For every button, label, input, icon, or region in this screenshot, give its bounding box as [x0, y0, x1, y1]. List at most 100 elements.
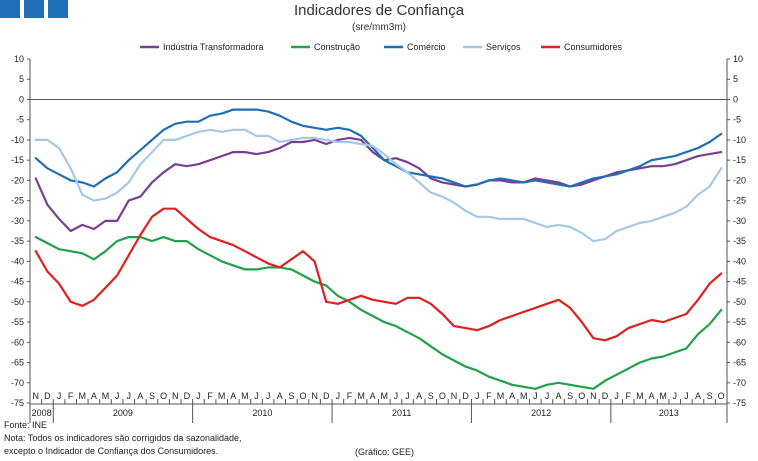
data-point-servicos	[92, 199, 95, 202]
data-point-consumidores	[673, 317, 676, 319]
data-point-construcao	[720, 309, 723, 311]
y-tick-label-left: 10	[14, 54, 24, 64]
data-point-construcao	[92, 258, 95, 261]
x-tick-label: D	[602, 391, 609, 401]
data-point-construcao	[81, 252, 84, 255]
data-point-servicos	[116, 191, 119, 194]
data-point-construcao	[441, 353, 444, 356]
data-point-comercio	[313, 126, 316, 129]
x-tick-label: A	[277, 391, 283, 401]
data-point-comercio	[720, 132, 723, 135]
data-point-servicos	[185, 134, 188, 137]
y-tick-label-right: -45	[733, 277, 746, 287]
data-point-consumidores	[69, 300, 72, 303]
y-tick-label-right: -65	[733, 358, 746, 368]
data-point-comercio	[69, 179, 72, 182]
x-tick-label: D	[44, 391, 51, 401]
data-point-construcao	[499, 379, 502, 382]
x-tick-label: F	[68, 391, 74, 401]
data-point-consumidores	[627, 327, 630, 330]
data-point-consumidores	[685, 313, 688, 315]
series-line-construcao	[34, 236, 723, 390]
data-point-construcao	[546, 383, 548, 386]
x-tick-label: J	[196, 391, 201, 401]
data-point-construcao	[174, 240, 177, 243]
data-point-comercio	[116, 171, 119, 174]
data-point-consumidores	[92, 298, 95, 301]
data-point-industria-transformadora	[302, 141, 304, 143]
data-point-industria-transformadora	[499, 179, 502, 182]
data-point-comercio	[522, 181, 525, 184]
data-point-consumidores	[302, 250, 304, 253]
data-point-industria-transformadora	[708, 153, 711, 156]
data-point-comercio	[685, 151, 688, 153]
data-point-comercio	[638, 165, 641, 168]
data-point-industria-transformadora	[290, 141, 293, 143]
x-tick-label: S	[707, 391, 713, 401]
x-tick-label: F	[347, 391, 353, 401]
data-point-comercio	[604, 175, 606, 178]
data-point-industria-transformadora	[697, 155, 699, 158]
data-point-comercio	[673, 155, 676, 158]
data-point-comercio	[534, 179, 537, 182]
data-point-servicos	[383, 153, 386, 156]
data-point-industria-transformadora	[615, 171, 618, 174]
x-tick-label: J	[545, 391, 550, 401]
data-point-consumidores	[336, 302, 339, 305]
data-point-servicos	[418, 181, 421, 184]
data-point-comercio	[487, 179, 490, 182]
x-tick-label: A	[648, 391, 654, 401]
x-tick-label: N	[172, 391, 179, 401]
x-tick-label: F	[626, 391, 632, 401]
y-tick-label-left: -45	[11, 277, 24, 287]
data-point-comercio	[220, 112, 223, 115]
data-point-construcao	[673, 351, 676, 354]
data-point-comercio	[302, 124, 304, 127]
data-point-comercio	[429, 175, 432, 178]
data-point-consumidores	[697, 298, 699, 301]
y-tick-label-right: -10	[733, 135, 746, 145]
data-point-construcao	[104, 250, 107, 253]
data-point-construcao	[708, 323, 711, 325]
data-point-industria-transformadora	[511, 181, 513, 184]
x-tick-label: J	[115, 391, 120, 401]
data-point-comercio	[569, 185, 572, 188]
x-tick-label: A	[230, 391, 236, 401]
data-point-construcao	[453, 359, 455, 362]
x-tick-label: M	[79, 391, 87, 401]
data-point-consumidores	[534, 306, 537, 309]
footnote-line-2: excepto o Indicador de Confiança dos Con…	[4, 446, 219, 456]
data-point-industria-transformadora	[244, 151, 246, 153]
x-tick-label: S	[567, 391, 573, 401]
x-tick-label: D	[184, 391, 191, 401]
data-point-servicos	[290, 139, 293, 141]
x-tick-label: J	[254, 391, 259, 401]
data-point-consumidores	[592, 337, 595, 340]
data-point-consumidores	[476, 329, 479, 332]
y-tick-label-left: -65	[11, 358, 24, 368]
data-point-servicos	[557, 224, 560, 226]
data-point-comercio	[58, 173, 60, 176]
data-point-industria-transformadora	[116, 219, 119, 222]
data-point-comercio	[464, 185, 467, 188]
data-point-servicos	[360, 143, 362, 145]
data-point-consumidores	[220, 240, 223, 243]
data-point-consumidores	[185, 217, 188, 220]
data-point-industria-transformadora	[34, 177, 37, 180]
x-tick-label: O	[718, 391, 725, 401]
data-point-comercio	[418, 173, 421, 176]
data-point-servicos	[58, 147, 60, 149]
data-point-servicos	[580, 232, 583, 234]
data-point-construcao	[220, 260, 223, 263]
data-point-construcao	[464, 365, 467, 368]
x-tick-label: J	[533, 391, 538, 401]
data-point-servicos	[604, 238, 606, 240]
data-point-comercio	[46, 167, 49, 170]
data-point-construcao	[511, 383, 513, 386]
data-point-servicos	[476, 215, 479, 218]
data-point-consumidores	[453, 325, 455, 328]
data-point-servicos	[511, 217, 513, 220]
data-point-construcao	[325, 284, 328, 287]
data-point-servicos	[104, 197, 107, 200]
data-point-industria-transformadora	[185, 165, 188, 168]
